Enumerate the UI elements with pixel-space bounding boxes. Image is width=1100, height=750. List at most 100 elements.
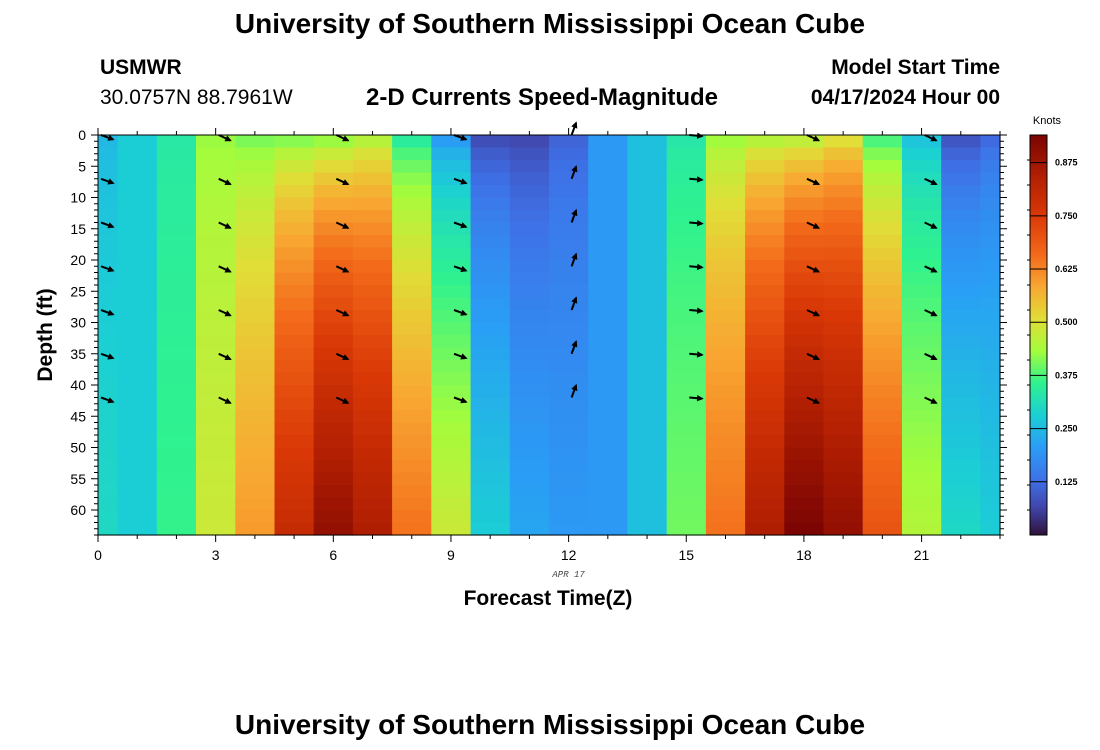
heat-cell	[274, 185, 315, 199]
heat-cell	[274, 160, 315, 174]
heat-cell	[470, 385, 511, 399]
current-vector	[453, 309, 468, 316]
x-axis-title: Forecast Time(Z)	[464, 587, 633, 610]
heat-cell	[902, 272, 942, 286]
heat-cell	[588, 210, 628, 224]
heat-cell	[627, 410, 668, 424]
heat-cell	[705, 172, 746, 186]
heat-cell	[431, 285, 472, 299]
heat-cell	[313, 322, 354, 336]
colorbar-tick-label: 0.750	[1055, 211, 1078, 221]
current-vector	[218, 265, 232, 273]
heat-cell	[313, 485, 354, 499]
heat-cell	[509, 472, 550, 486]
heat-cell	[705, 372, 746, 386]
heat-cell	[98, 397, 119, 411]
heat-cell	[588, 235, 628, 249]
heat-cell	[196, 247, 236, 261]
heat-cell	[98, 147, 119, 161]
heat-cell	[588, 522, 628, 536]
heat-cell	[392, 210, 432, 224]
heat-cell	[784, 160, 825, 174]
heat-cell	[980, 410, 1001, 424]
heat-cell	[784, 410, 825, 424]
heat-cell	[549, 510, 589, 524]
model-start-value: 04/17/2024 Hour 00	[810, 86, 1000, 109]
heat-cell	[862, 172, 903, 186]
heat-cell	[941, 335, 981, 349]
heat-cell	[470, 372, 511, 386]
heat-cell	[98, 297, 119, 311]
heat-cell	[823, 510, 864, 524]
heat-cell	[862, 247, 903, 261]
heat-cell	[352, 185, 393, 199]
heat-cell	[117, 372, 158, 386]
heat-cell	[784, 235, 825, 249]
heat-cell	[902, 135, 942, 149]
heat-cell	[98, 460, 119, 474]
heat-cell	[431, 435, 472, 449]
heat-cell	[745, 135, 785, 149]
heat-cell	[352, 422, 393, 436]
heat-cell	[98, 335, 119, 349]
heat-cell	[431, 135, 472, 149]
y-tick-label: 10	[70, 190, 86, 206]
heat-cell	[117, 397, 158, 411]
heat-cell	[823, 397, 864, 411]
heat-cell	[313, 135, 354, 149]
heat-cell	[431, 422, 472, 436]
colorbar-label: Knots	[1033, 115, 1062, 127]
heat-cell	[274, 247, 315, 261]
heat-cell	[941, 235, 981, 249]
heat-cell	[196, 235, 236, 249]
heat-cell	[627, 260, 668, 274]
heat-cell	[352, 310, 393, 324]
heat-cell	[666, 397, 707, 411]
heat-cell	[823, 247, 864, 261]
heat-cell	[588, 160, 628, 174]
heat-cell	[392, 372, 432, 386]
heat-cell	[156, 235, 197, 249]
heat-cell	[705, 322, 746, 336]
heat-cell	[549, 335, 589, 349]
heat-cell	[588, 197, 628, 211]
heat-cell	[274, 272, 315, 286]
heat-cell	[980, 385, 1001, 399]
heat-cell	[549, 372, 589, 386]
heat-cell	[274, 422, 315, 436]
heat-cell	[941, 397, 981, 411]
heat-cell	[666, 172, 707, 186]
heat-cell	[980, 147, 1001, 161]
heat-cell	[627, 360, 668, 374]
current-vector	[335, 265, 350, 273]
heat-cell	[588, 435, 628, 449]
colorbar-tick-label: 0.125	[1055, 477, 1078, 487]
heat-cell	[902, 510, 942, 524]
heat-cell	[392, 222, 432, 236]
heat-cell	[705, 522, 746, 536]
y-tick-label: 20	[70, 252, 86, 268]
heat-cell	[392, 247, 432, 261]
heat-cell	[196, 297, 236, 311]
heat-cell	[470, 147, 511, 161]
heat-cell	[980, 172, 1001, 186]
heat-cell	[431, 485, 472, 499]
heat-cell	[196, 185, 236, 199]
y-tick-label: 55	[70, 471, 86, 487]
heat-cell	[784, 522, 825, 536]
heat-cell	[352, 435, 393, 449]
heat-cell	[784, 360, 825, 374]
heat-cell	[745, 422, 785, 436]
heat-cell	[156, 485, 197, 499]
current-vector	[689, 351, 704, 358]
heat-cell	[745, 310, 785, 324]
heat-cell	[784, 197, 825, 211]
heat-cell	[627, 522, 668, 536]
heat-cell	[862, 410, 903, 424]
heat-cell	[784, 272, 825, 286]
heat-cell	[98, 372, 119, 386]
heat-cell	[627, 485, 668, 499]
heat-cell	[274, 210, 315, 224]
heat-cell	[313, 372, 354, 386]
heat-cell	[235, 310, 276, 324]
